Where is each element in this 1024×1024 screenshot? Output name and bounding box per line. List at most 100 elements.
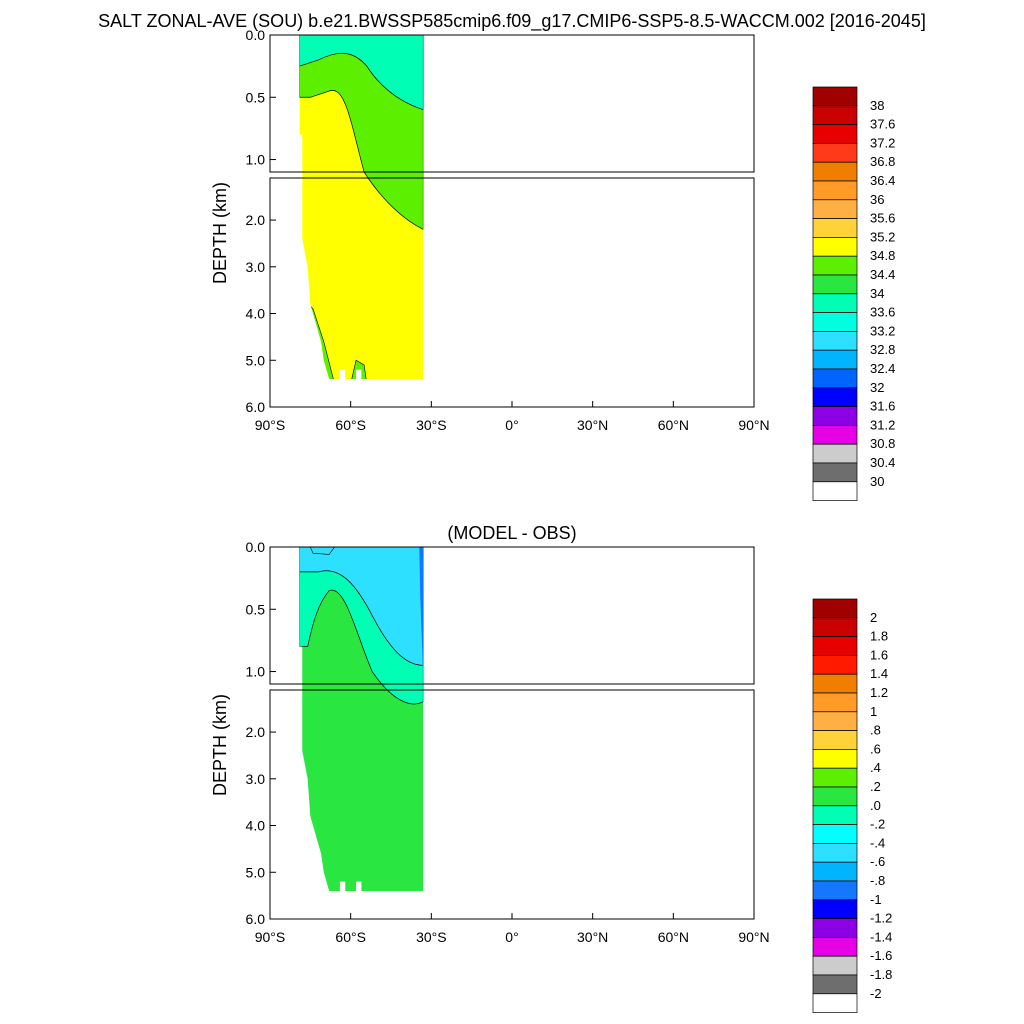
x-tick-label: 30°S — [416, 417, 447, 433]
colorbar-label: 31.2 — [870, 417, 895, 432]
colorbar-swatch — [812, 481, 858, 501]
colorbar-swatch — [812, 993, 858, 1013]
colorbar-label: 34.8 — [870, 248, 895, 263]
colorbar-label: -.4 — [870, 835, 885, 850]
y-tick-label: 0.5 — [246, 601, 266, 617]
y-axis-label: DEPTH (km) — [210, 694, 230, 796]
colorbar-swatch — [812, 617, 858, 637]
colorbar-swatch — [812, 274, 858, 295]
colorbar-swatch — [812, 749, 858, 769]
colorbar-swatch — [812, 899, 858, 919]
colorbar-swatch — [812, 805, 858, 825]
colorbar-label: 32 — [870, 380, 884, 395]
colorbar-label: 30.4 — [870, 455, 895, 470]
colorbar-swatch — [812, 105, 858, 125]
x-tick-label: 90°N — [738, 417, 769, 433]
colorbar-swatch — [812, 673, 858, 694]
colorbar-swatch — [812, 786, 858, 807]
x-tick-label: 30°N — [577, 417, 608, 433]
colorbar-label: 1.8 — [870, 629, 888, 644]
x-tick-label: 30°S — [416, 929, 447, 945]
colorbar-label: -1.6 — [870, 948, 892, 963]
colorbar-swatch — [812, 443, 858, 464]
colorbar-label: 33.6 — [870, 305, 895, 320]
colorbar-label: -.2 — [870, 817, 885, 832]
colorbar-label: .0 — [870, 798, 881, 813]
y-tick-label: 5.0 — [246, 352, 266, 368]
colorbar-label: -2 — [870, 986, 882, 1001]
y-axis-label: DEPTH (km) — [210, 182, 230, 284]
colorbar-label: -1.8 — [870, 967, 892, 982]
x-tick-label: 0° — [505, 929, 518, 945]
colorbar-label: 34.4 — [870, 267, 895, 282]
colorbar-swatch — [812, 861, 858, 882]
colorbar-label: 31.6 — [870, 399, 895, 414]
colorbar-label: 35.6 — [870, 211, 895, 226]
y-tick-label: 3.0 — [246, 771, 266, 787]
colorbar-label: 32.8 — [870, 342, 895, 357]
x-tick-label: 90°N — [738, 929, 769, 945]
colorbar-label: 33.2 — [870, 323, 895, 338]
colorbar-swatch — [812, 349, 858, 370]
colorbar-swatch — [812, 331, 858, 351]
y-tick-label: 1.0 — [246, 664, 266, 680]
colorbar-label: 35.2 — [870, 229, 895, 244]
x-tick-label: 60°S — [335, 417, 366, 433]
panel-title: (MODEL - OBS) — [447, 523, 576, 543]
colorbar-swatch — [812, 655, 858, 675]
colorbar-swatch — [812, 425, 858, 445]
colorbar-label: 32.4 — [870, 361, 895, 376]
colorbar-label: 1 — [870, 704, 877, 719]
upper-frame — [269, 546, 755, 685]
colorbar-label: .8 — [870, 723, 881, 738]
y-tick-label: 6.0 — [246, 911, 266, 927]
x-tick-label: 0° — [505, 417, 518, 433]
y-tick-label: 2.0 — [246, 724, 266, 740]
colorbar-swatch — [812, 824, 858, 844]
colorbar-swatch — [812, 767, 858, 788]
y-tick-label: 6.0 — [246, 399, 266, 415]
y-tick-label: 0.5 — [246, 89, 266, 105]
colorbar-swatch — [812, 312, 858, 332]
colorbar-swatch — [812, 387, 858, 407]
colorbar-label: .2 — [870, 779, 881, 794]
colorbar-swatch — [812, 143, 858, 163]
top-panel: 0.0 0.5 1.0 2.0 3.0 4.0 5.0 6.0 90°S 60°S 30°S 0° 30… — [210, 27, 895, 501]
colorbar-swatch — [812, 711, 858, 731]
colorbar-swatch — [812, 843, 858, 863]
bottom-panel: (MODEL - OBS)0.00.51.02.03.04.05.06.090°… — [210, 523, 892, 1013]
colorbar-label: 36.4 — [870, 173, 895, 188]
colorbar-label: -.8 — [870, 873, 885, 888]
y-tick-label: 2.0 — [246, 212, 266, 228]
page-title: SALT ZONAL-AVE (SOU) b.e21.BWSSP585cmip6… — [98, 11, 926, 32]
colorbar-swatch — [812, 598, 858, 619]
colorbar-label: .6 — [870, 741, 881, 756]
region-surface-blue — [309, 547, 336, 555]
colorbar-label: 36 — [870, 192, 884, 207]
colorbar-label: -1 — [870, 892, 882, 907]
colorbar-swatch — [812, 955, 858, 976]
colorbar-swatch — [812, 692, 858, 713]
data-fill — [299, 35, 424, 379]
colorbar-label: 30 — [870, 474, 884, 489]
colorbar-label: 37.6 — [870, 117, 895, 132]
upper-frame — [269, 34, 755, 173]
colorbar-swatch — [812, 368, 858, 389]
region-upper-cyan — [299, 35, 424, 111]
colorbar-label: -1.4 — [870, 929, 892, 944]
colorbar-label: 30.8 — [870, 436, 895, 451]
colorbar-swatch — [812, 406, 858, 426]
data-fill — [299, 547, 424, 891]
colorbar-label: -.6 — [870, 854, 885, 869]
colorbar-swatch — [812, 636, 858, 656]
colorbar-swatch — [812, 730, 858, 750]
colorbar-swatch — [812, 462, 858, 483]
colorbar-label: 1.6 — [870, 647, 888, 662]
x-tick-label: 30°N — [577, 929, 608, 945]
colorbar-swatch — [812, 218, 858, 238]
colorbar-label: 2 — [870, 610, 877, 625]
x-tick-label: 60°N — [658, 417, 689, 433]
y-tick-label: 4.0 — [246, 306, 266, 322]
colorbar-swatch — [812, 880, 858, 901]
colorbar-label: 38 — [870, 98, 884, 113]
